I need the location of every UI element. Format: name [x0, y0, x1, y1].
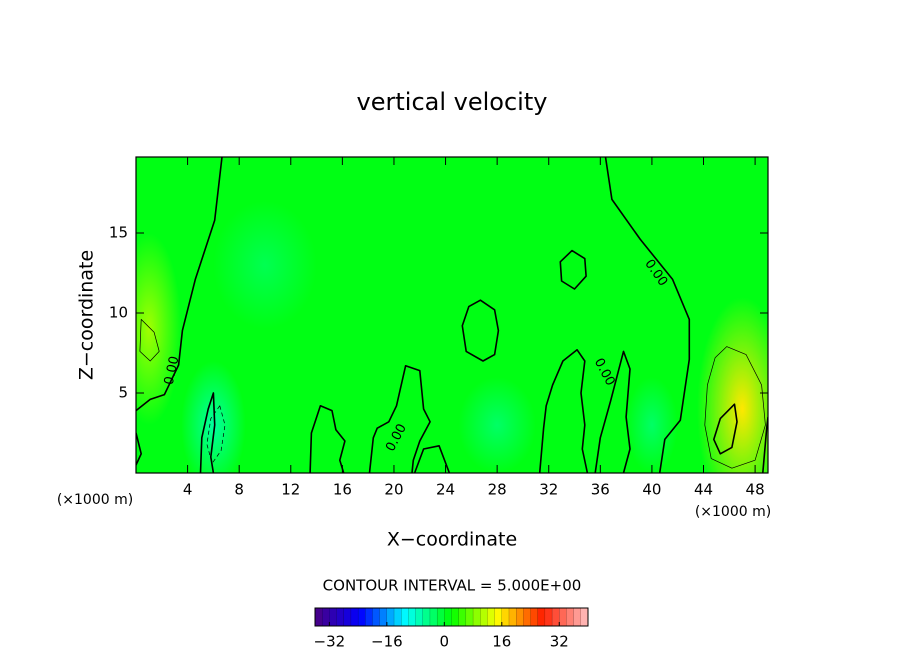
colorbar-band — [386, 607, 395, 627]
contour-line — [413, 445, 451, 473]
colorbar-band — [580, 607, 589, 627]
contour-line — [538, 349, 589, 473]
y-axis-label: Z−coordinate — [76, 250, 98, 380]
contour-interval: CONTOUR INTERVAL = 5.000E+00 — [323, 577, 582, 595]
colorbar-band — [458, 607, 467, 627]
colorbar-band — [429, 607, 438, 627]
colorbar-band — [544, 607, 553, 627]
colorbar-band — [487, 607, 496, 627]
contour-line — [309, 405, 346, 473]
colorbar-tick-label: −32 — [314, 633, 346, 651]
contour-line — [199, 392, 216, 473]
colorbar-band — [372, 607, 381, 627]
colorbar-band — [444, 607, 452, 627]
x-tick-label: 36 — [591, 481, 610, 499]
colorbar-band — [350, 607, 359, 627]
colorbar-band — [322, 607, 330, 627]
colorbar-band — [559, 607, 567, 627]
colorbar-band — [480, 607, 488, 627]
colorbar-band — [336, 607, 345, 627]
contour-line — [136, 432, 142, 466]
contour-label: 0.00 — [162, 355, 183, 386]
x-tick-label: 20 — [384, 481, 403, 499]
colorbar-band — [422, 607, 431, 627]
colorbar-band — [329, 607, 338, 627]
chart-title: vertical velocity — [357, 88, 548, 116]
colorbar-band — [508, 607, 517, 627]
x-tick-label: 12 — [281, 481, 300, 499]
x-unit-right: (×1000 m) — [695, 504, 771, 520]
colorbar-band — [472, 607, 481, 627]
contour-line — [368, 365, 431, 473]
x-tick-label: 24 — [436, 481, 455, 499]
colorbar-band — [408, 607, 417, 627]
field-blob — [626, 377, 678, 473]
contour-line — [559, 249, 587, 290]
colorbar-band — [566, 607, 575, 627]
x-axis-label: X−coordinate — [387, 529, 517, 551]
x-tick-label: 28 — [488, 481, 507, 499]
colorbar-tick-label: −16 — [371, 633, 403, 651]
colorbar-band — [393, 607, 402, 627]
colorbar-band — [516, 607, 524, 627]
field-blob — [181, 361, 246, 473]
field-blob — [213, 201, 317, 329]
x-tick-label: 44 — [694, 481, 713, 499]
contour-line — [206, 405, 226, 464]
colorbar-band — [451, 607, 460, 627]
x-tick-label: 40 — [642, 481, 661, 499]
colorbar-band — [357, 607, 366, 627]
colorbar-tick-label: 32 — [550, 633, 569, 651]
colorbar-band — [436, 607, 445, 627]
colorbar-tick-label: 16 — [492, 633, 511, 651]
colorbar-band — [465, 607, 474, 627]
contour-line — [139, 319, 160, 362]
x-tick-label: 16 — [333, 481, 352, 499]
colorbar-band — [551, 607, 560, 627]
x-tick-label: 32 — [539, 481, 558, 499]
colorbar-band — [494, 607, 503, 627]
x-unit-left: (×1000 m) — [57, 492, 133, 508]
contour-line — [704, 346, 766, 469]
field-blob — [136, 233, 182, 425]
x-tick-label: 48 — [746, 481, 765, 499]
colorbar-band — [401, 607, 409, 627]
contour-line — [604, 157, 691, 473]
x-tick-label: 8 — [234, 481, 244, 499]
plot-frame — [135, 156, 769, 474]
contour-line — [713, 403, 738, 455]
field-blob — [458, 377, 536, 473]
plot-area: 0.000.000.000.00 — [136, 157, 768, 473]
colorbar-band — [415, 607, 424, 627]
field-blob — [697, 297, 768, 473]
y-tick-label: 10 — [109, 304, 128, 322]
colorbar-band — [573, 607, 582, 627]
colorbar-band — [530, 607, 539, 627]
colorbar-band — [501, 607, 510, 627]
colorbar-tick-label: 0 — [440, 633, 450, 651]
colorbar-band — [379, 607, 388, 627]
contour-line — [594, 350, 631, 473]
colorbar-band — [537, 607, 546, 627]
colorbar-band — [343, 607, 352, 627]
y-tick-label: 5 — [118, 384, 128, 402]
y-tick-label: 15 — [109, 224, 128, 242]
contour-line — [136, 157, 223, 412]
colorbar-band — [365, 607, 373, 627]
x-tick-label: 4 — [183, 481, 193, 499]
contour-line — [461, 299, 500, 362]
colorbar-band — [314, 607, 323, 627]
colorbar-frame — [314, 607, 589, 627]
colorbar-band — [523, 607, 531, 627]
